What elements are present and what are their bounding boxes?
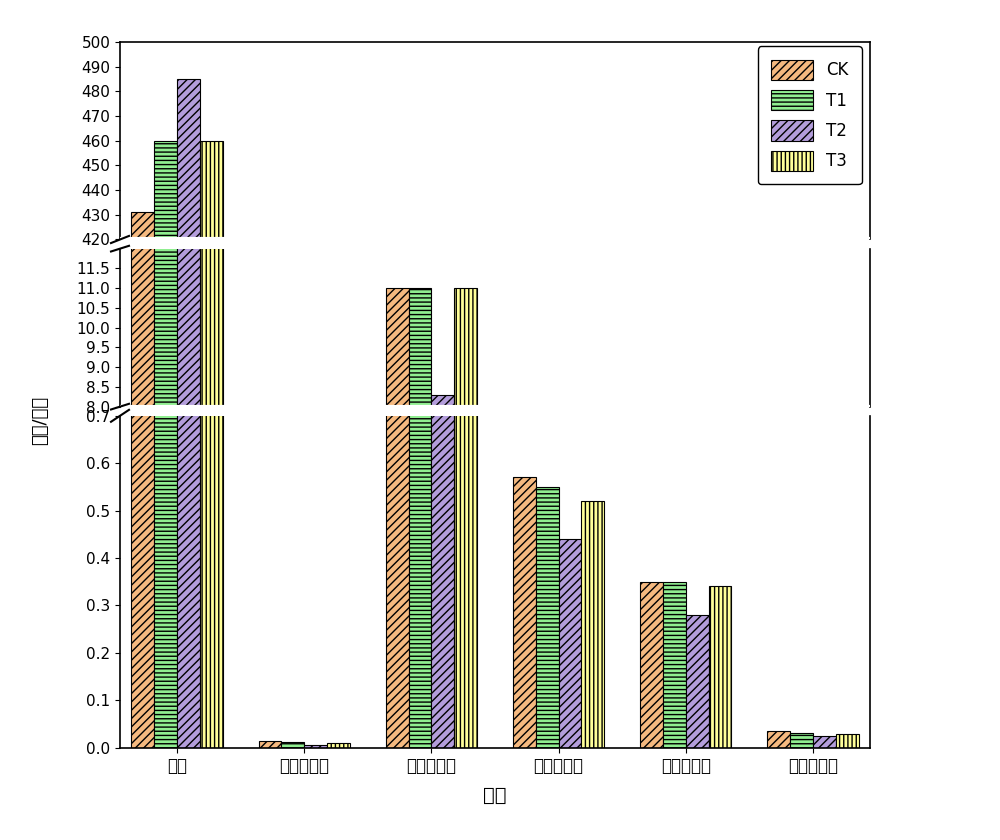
Bar xyxy=(431,0,454,748)
Bar xyxy=(513,477,536,748)
Bar xyxy=(131,0,154,722)
Bar xyxy=(559,706,581,722)
Bar xyxy=(259,742,281,748)
Bar xyxy=(200,141,223,840)
Bar xyxy=(200,0,223,722)
Bar xyxy=(131,213,154,840)
Bar xyxy=(640,582,663,748)
Bar xyxy=(663,582,686,748)
Bar xyxy=(154,141,177,840)
Bar xyxy=(686,711,709,722)
Bar xyxy=(559,539,581,748)
Bar xyxy=(304,745,327,748)
Bar xyxy=(536,701,559,722)
Bar xyxy=(709,586,731,748)
Bar xyxy=(686,615,709,748)
Bar xyxy=(836,734,859,748)
Text: 产量/含量: 产量/含量 xyxy=(31,396,49,444)
Bar xyxy=(154,0,177,748)
Bar xyxy=(386,288,409,722)
Bar xyxy=(177,0,200,748)
Bar xyxy=(177,79,200,840)
Bar xyxy=(177,0,200,722)
Bar xyxy=(581,501,604,748)
Bar xyxy=(640,709,663,722)
Bar xyxy=(790,733,813,748)
Bar xyxy=(513,700,536,722)
Bar xyxy=(813,736,836,748)
Bar xyxy=(200,0,223,748)
Bar xyxy=(536,487,559,748)
Bar xyxy=(767,731,790,748)
Legend: CK, T1, T2, T3: CK, T1, T2, T3 xyxy=(758,46,862,185)
X-axis label: 指标: 指标 xyxy=(483,786,507,806)
Bar xyxy=(409,0,431,748)
Bar xyxy=(663,709,686,722)
Bar xyxy=(431,395,454,722)
Bar xyxy=(131,0,154,748)
Bar xyxy=(581,702,604,722)
Bar xyxy=(281,742,304,748)
Bar xyxy=(409,288,431,722)
Bar xyxy=(327,743,350,748)
Bar xyxy=(154,0,177,722)
Bar xyxy=(386,0,409,748)
Bar xyxy=(709,709,731,722)
Bar xyxy=(454,288,477,722)
Bar xyxy=(454,0,477,748)
